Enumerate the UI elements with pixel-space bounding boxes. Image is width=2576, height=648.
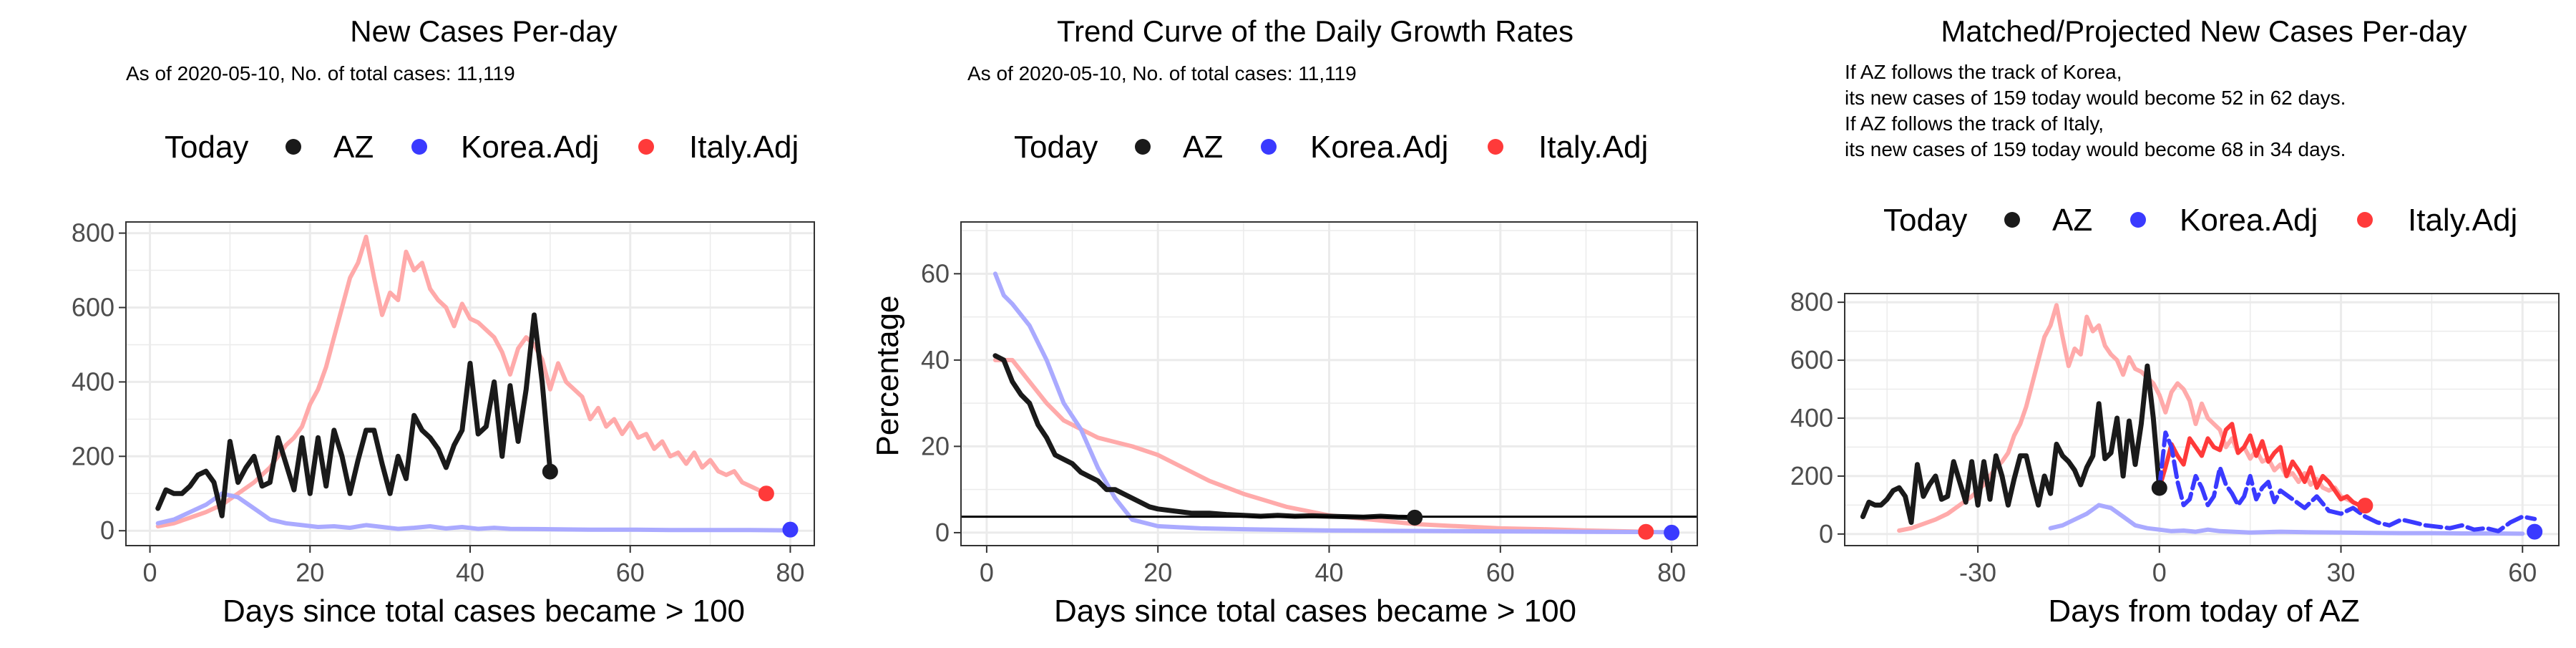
y-tick-label: 200 <box>1790 461 1833 490</box>
today-point-korea-adj <box>782 521 799 538</box>
y-tick-label: 20 <box>921 431 950 460</box>
x-tick-label: 40 <box>456 558 484 587</box>
x-tick-label: 0 <box>2152 558 2167 587</box>
y-tick-label: 0 <box>935 518 950 547</box>
x-tick-label: 80 <box>1657 558 1686 587</box>
legend-italy-marker <box>2357 212 2373 228</box>
panel-subtitle: As of 2020-05-10, No. of total cases: 11… <box>126 62 515 84</box>
x-axis-title: Days since total cases became > 100 <box>1054 594 1576 629</box>
x-tick-label: 40 <box>1314 558 1343 587</box>
series-line-italy-adj <box>155 234 769 528</box>
legend-italy-marker <box>638 139 654 155</box>
x-tick-label: 80 <box>776 558 804 587</box>
annotation-line-2: its new cases of 159 today would become … <box>1845 87 2346 109</box>
series-line-korea-adj-projected <box>2157 430 2537 533</box>
y-tick-label: 40 <box>921 345 950 374</box>
today-point-korea-adj <box>2527 523 2543 540</box>
panel-subtitle: As of 2020-05-10, No. of total cases: 11… <box>967 62 1357 84</box>
annotation-line-1: If AZ follows the track of Korea, <box>1845 61 2122 83</box>
y-tick-label: 400 <box>1790 403 1833 432</box>
series-lines <box>1860 303 2537 536</box>
legend-korea-marker <box>1261 139 1277 155</box>
y-tick-label: 600 <box>72 292 114 321</box>
legend-italy-label: Italy.Adj <box>2408 203 2517 238</box>
today-point-az <box>2151 480 2167 496</box>
annotation-line-3: If AZ follows the track of Italy, <box>1845 112 2104 135</box>
legend-korea-label: Korea.Adj <box>461 130 599 165</box>
x-axis-title: Days from today of AZ <box>2048 594 2359 629</box>
y-tick-label: 0 <box>1819 519 1833 548</box>
series-lines <box>155 234 793 533</box>
legend-korea-marker <box>411 139 427 155</box>
today-point-italy-adj <box>2357 498 2373 514</box>
panel-projected: Matched/Projected New Cases Per-day If A… <box>1790 14 2560 629</box>
plot-border <box>960 221 1698 546</box>
x-tick-label: -30 <box>1959 558 1996 587</box>
legend-az-label: AZ <box>333 130 374 165</box>
legend-korea-marker <box>2130 212 2146 228</box>
panel-title: Matched/Projected New Cases Per-day <box>1941 14 2467 48</box>
y-tick-label: 60 <box>921 258 950 288</box>
x-tick-label: 0 <box>980 558 994 587</box>
series-line-italy-adj <box>1897 303 2368 533</box>
series-line-korea-adj <box>992 271 1674 535</box>
legend: Today AZ Korea.Adj Italy.Adj <box>1883 203 2517 238</box>
legend-italy-label: Italy.Adj <box>689 130 799 165</box>
series-line-korea-adj <box>2048 503 2525 536</box>
legend-today-label: Today <box>1883 203 1967 238</box>
series-line-korea-adj <box>155 491 793 533</box>
series-line-az <box>1860 363 2162 526</box>
legend-korea-label: Korea.Adj <box>2180 203 2318 238</box>
today-point-korea-adj <box>1664 524 1680 541</box>
legend: Today AZ Korea.Adj Italy.Adj <box>1014 130 1648 165</box>
series-line-italy-adj <box>992 357 1649 534</box>
gridlines <box>1845 294 2559 546</box>
today-point-az <box>542 463 558 480</box>
series-line-az <box>155 312 553 518</box>
x-tick-label: 20 <box>296 558 324 587</box>
legend-az-label: AZ <box>1183 130 1223 165</box>
legend-italy-marker <box>1488 139 1503 155</box>
legend-az-marker <box>1135 139 1151 155</box>
legend-az-marker <box>286 139 301 155</box>
legend-az-marker <box>2004 212 2020 228</box>
x-tick-label: 60 <box>616 558 645 587</box>
panel-title: New Cases Per-day <box>350 14 617 48</box>
y-axis-title: Percentage <box>870 295 905 456</box>
legend-today-label: Today <box>1014 130 1098 165</box>
y-tick-label: 800 <box>72 218 114 248</box>
plot-border <box>125 221 815 546</box>
y-tick-label: 200 <box>72 441 114 470</box>
y-tick-label: 0 <box>100 516 114 545</box>
today-point-italy-adj <box>758 485 774 502</box>
legend-italy-label: Italy.Adj <box>1538 130 1648 165</box>
annotation-line-4: its new cases of 159 today would become … <box>1845 138 2346 160</box>
x-tick-label: 60 <box>1486 558 1515 587</box>
panel-title: Trend Curve of the Daily Growth Rates <box>1057 14 1574 48</box>
plot-area: 0 20 40 60 80 0 20 40 60 <box>921 221 1698 587</box>
x-tick-label: 30 <box>2327 558 2356 587</box>
legend: Today AZ Korea.Adj Italy.Adj <box>165 130 799 165</box>
legend-az-label: AZ <box>2052 203 2092 238</box>
panel-new-cases: New Cases Per-day As of 2020-05-10, No. … <box>72 14 815 629</box>
today-point-italy-adj <box>1638 523 1654 540</box>
x-tick-label: 20 <box>1143 558 1172 587</box>
x-tick-label: 0 <box>143 558 157 587</box>
y-tick-label: 600 <box>1790 345 1833 374</box>
y-tick-label: 400 <box>72 367 114 396</box>
series-line-italy-adj-projected <box>2157 422 2368 508</box>
panel-growth-rates: Trend Curve of the Daily Growth Rates As… <box>870 14 1698 629</box>
today-point-az <box>1407 509 1423 526</box>
x-tick-label: 60 <box>2508 558 2537 587</box>
legend-korea-label: Korea.Adj <box>1310 130 1448 165</box>
y-tick-label: 800 <box>1790 287 1833 316</box>
legend-today-label: Today <box>165 130 248 165</box>
plot-border <box>1844 293 2560 546</box>
x-axis-title: Days since total cases became > 100 <box>223 594 745 629</box>
